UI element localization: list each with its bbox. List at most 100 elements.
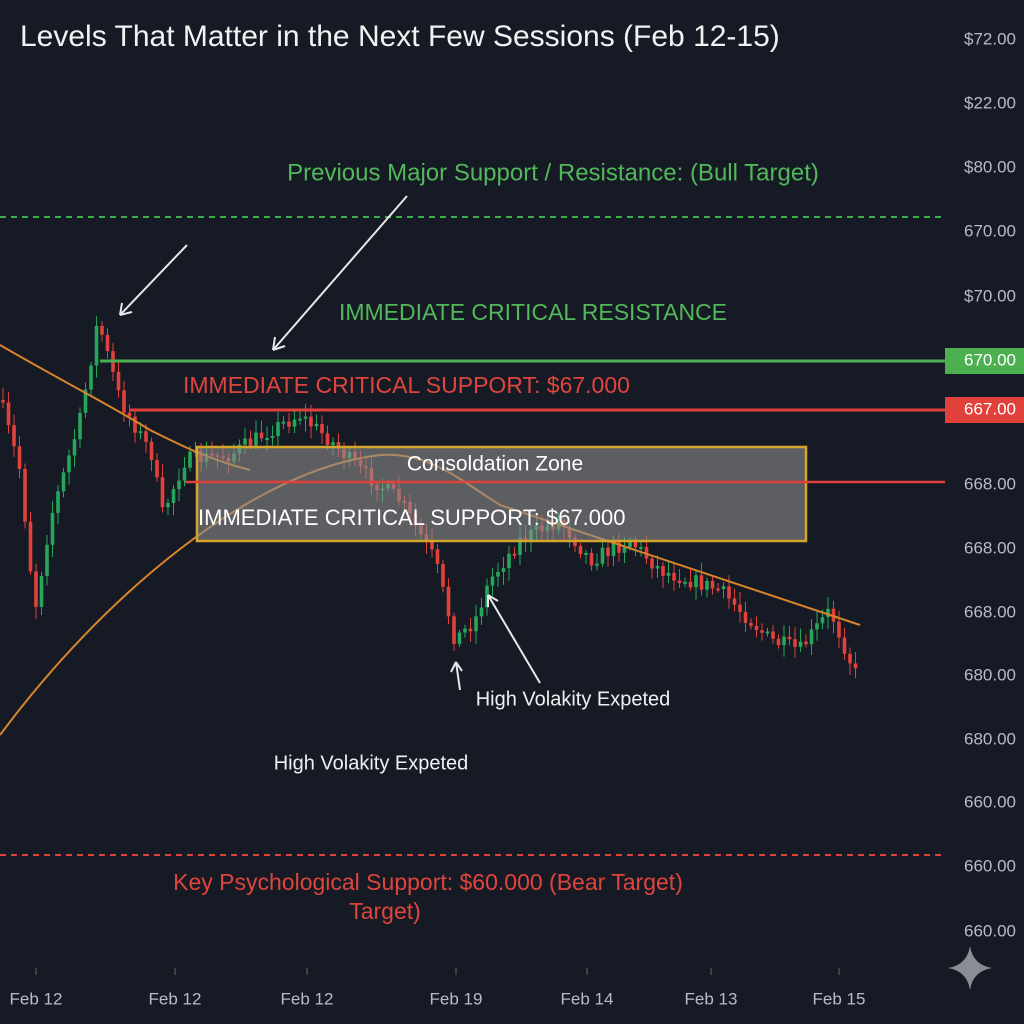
candle-body [78,412,82,440]
candle-body [336,442,341,449]
candle-body [776,638,781,646]
candle-body [710,580,715,589]
candle-body [441,563,445,587]
candle-body [45,544,49,576]
candle-body [17,446,22,469]
candle-body [331,442,335,446]
time-label: Feb 12 [149,989,202,1008]
annotation: Target) [349,898,421,924]
price-label: 660.00 [964,921,1016,940]
candle-body [518,537,522,555]
candle-body [842,637,847,654]
price-label: 668.00 [964,602,1016,621]
sparkle-icon [948,946,992,990]
candle-body [617,542,621,553]
candle-body [265,438,269,441]
candle-body [122,390,126,413]
candle-body [12,425,16,447]
price-tag [945,397,1024,423]
time-label: Feb 12 [10,989,63,1008]
candle-body [248,438,253,446]
candle-body [149,441,154,461]
candle-body [133,416,137,433]
candle-body [804,641,808,645]
candle-body [23,468,27,522]
time-label: Feb 14 [561,989,614,1008]
candle-body [666,572,671,576]
candle-body [177,480,181,490]
price-label: $70.00 [964,286,1016,305]
candle-body [672,572,676,581]
price-label: $72.00 [964,29,1016,48]
candle-body [314,423,319,427]
annotation: High Volakity Expeted [476,688,671,710]
candle-body [325,433,330,446]
candle-body [787,636,792,640]
price-label: 680.00 [964,729,1016,748]
candle-body [188,451,192,468]
candle-body [749,622,753,626]
candle-body [826,608,830,618]
candle-body [298,418,302,421]
price-tag-label: 670.00 [964,350,1016,369]
candle-body [83,389,88,413]
candle-body [89,365,93,390]
candle-body [479,607,484,617]
candle-body [28,521,33,572]
candle-body [61,472,66,492]
price-tag-label: 667.00 [964,399,1016,418]
candle-body [490,576,495,586]
time-label: Feb 19 [430,989,483,1008]
candle-body [578,546,583,555]
time-label: Feb 13 [685,989,738,1008]
candle-body [837,621,841,638]
candle-body [39,575,44,607]
candle-body [276,421,280,437]
candle-body [628,541,632,548]
candle-body [820,617,825,624]
price-label: 660.00 [964,792,1016,811]
candle-body [848,653,852,664]
title: Levels That Matter in the Next Few Sessi… [20,20,780,53]
candle-body [798,641,803,647]
annotation: Key Psychological Support: $60.000 (Bear… [173,869,683,895]
time-label: Feb 12 [281,989,334,1008]
candle-body [589,553,594,566]
candle-body [600,547,605,564]
candle-body [446,586,451,617]
time-label: Feb 15 [813,989,866,1008]
arrows [119,195,541,691]
candle-body [782,636,786,646]
candle-body [606,547,610,556]
candle-body [721,586,726,590]
candle-body [155,460,159,478]
candle-body [34,571,38,607]
candle-body [287,421,291,427]
price-axis: $72.00 $22.00 $80.00 670.00 $70.00 668.00 668.… [964,29,1016,940]
candle-body [127,412,132,417]
candle-body [463,628,467,633]
candle-body [705,580,709,590]
candle-body [853,663,858,669]
candle-body [727,586,731,599]
candle-body [105,334,110,352]
candle-body [67,455,71,473]
candle-body [738,604,742,612]
candle-body [116,371,121,391]
candle-body [496,571,500,577]
price-label: $22.00 [964,93,1016,112]
candle-body [507,553,511,569]
candle-body [771,631,775,639]
candle-body [243,438,247,445]
candle-body [50,512,55,545]
candle-body [584,553,588,556]
candle-body [56,491,60,513]
candle-body [303,416,308,419]
candle-body [259,432,264,439]
time-axis: Feb 12 Feb 12 Feb 12 Feb 19 Feb 14 Feb 13 Feb … [10,968,866,1008]
candle-body [281,421,286,424]
annotation: High Volakity Expeted [274,752,469,774]
candle-body [501,568,506,572]
candle-body [655,566,660,569]
candle-body [699,575,704,590]
